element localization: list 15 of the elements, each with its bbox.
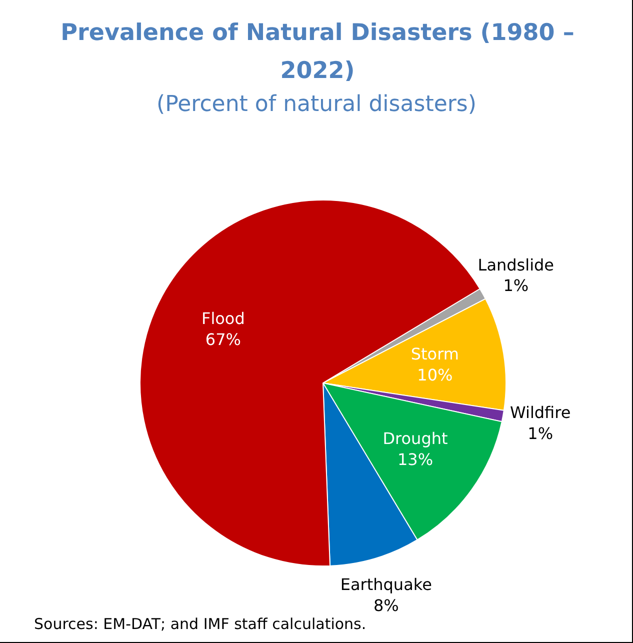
slice-label: Drought [382,429,448,448]
data-label: 1% [528,424,554,443]
chart-subtitle: (Percent of natural disasters) [156,92,478,117]
source-note: Sources: EM-DAT; and IMF staff calculations. [34,615,366,633]
data-label: 8% [373,596,399,615]
slice-label: Landslide [478,255,554,274]
slice-label: Flood [202,309,245,328]
slice-label: Storm [410,344,459,364]
data-label: 67% [205,330,241,350]
data-label: 10% [417,365,453,384]
slice-label: Wildfire [510,403,571,422]
data-label: 13% [397,450,434,470]
data-label: 1% [503,276,529,296]
chart-title: Prevalence of Natural Disasters (1980 – 2022) [60,19,576,86]
slice-label: Earthquake [340,574,432,594]
